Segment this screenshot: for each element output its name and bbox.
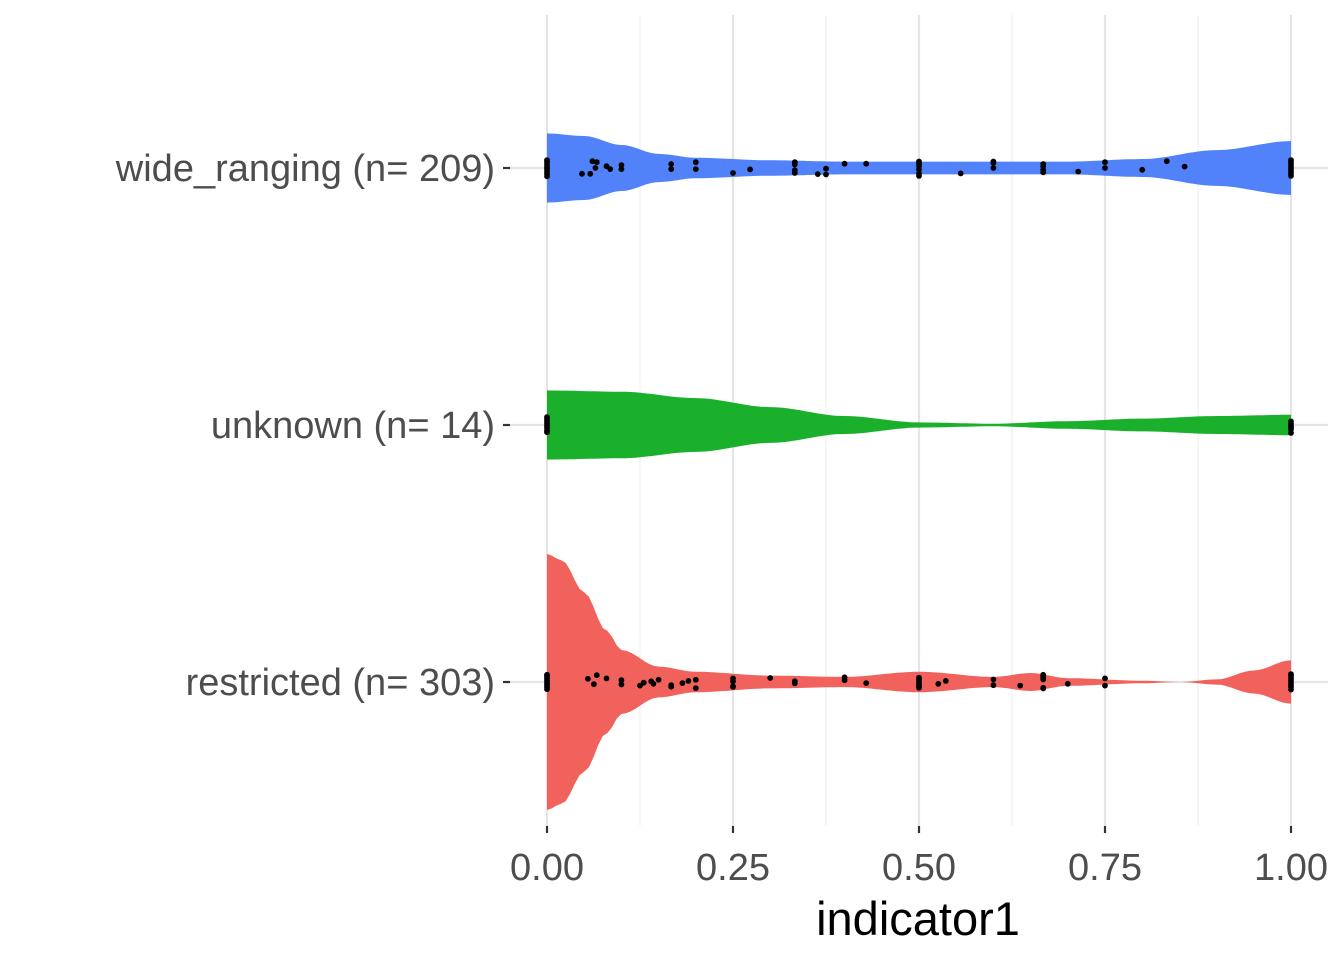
data-point <box>685 678 692 684</box>
data-point <box>618 166 625 173</box>
data-point <box>618 162 625 169</box>
data-point <box>655 676 662 683</box>
y-axis: wide_ranging (n= 209) unknown (n= 14) rest… <box>115 148 510 704</box>
data-point <box>1102 675 1108 682</box>
data-point <box>593 159 600 166</box>
data-point <box>668 682 675 689</box>
data-point <box>650 680 657 687</box>
data-point <box>618 677 625 684</box>
data-point <box>668 166 675 173</box>
data-point <box>692 676 699 683</box>
data-point <box>747 166 753 173</box>
data-point <box>730 683 736 690</box>
data-point <box>814 171 821 178</box>
data-point <box>544 671 550 678</box>
data-point <box>692 685 699 691</box>
y-tick-label: restricted (n= 303) <box>186 662 495 704</box>
data-point <box>607 166 614 173</box>
violin-1 <box>547 390 1291 460</box>
data-point <box>544 173 550 180</box>
data-point <box>791 159 798 166</box>
x-tick-label: 0.50 <box>882 847 956 889</box>
data-point <box>730 675 736 682</box>
x-tick-label: 0.00 <box>510 847 584 889</box>
data-point <box>591 681 597 688</box>
data-point <box>592 165 599 171</box>
data-point <box>679 680 686 686</box>
data-point <box>863 160 870 167</box>
data-point <box>1288 671 1294 677</box>
data-point <box>1102 165 1108 171</box>
data-point <box>1102 159 1108 166</box>
data-point <box>957 170 964 177</box>
data-point <box>935 680 942 687</box>
data-point <box>823 171 829 178</box>
data-point <box>1139 166 1146 173</box>
data-point <box>1064 680 1071 687</box>
data-point <box>692 159 699 166</box>
data-point <box>1288 157 1294 164</box>
data-point <box>1040 671 1047 678</box>
data-point <box>593 672 600 679</box>
data-point <box>942 678 949 684</box>
data-point <box>990 158 997 165</box>
data-point <box>585 675 591 682</box>
data-point <box>791 678 798 685</box>
data-point <box>1163 158 1170 165</box>
data-point <box>916 158 922 165</box>
y-tick-label: unknown (n= 14) <box>211 405 495 447</box>
x-axis-title: indicator1 <box>816 892 1020 945</box>
x-tick-label: 1.00 <box>1254 847 1328 889</box>
data-point <box>1040 161 1047 167</box>
data-point <box>791 167 798 174</box>
data-point <box>730 170 736 176</box>
data-point <box>1040 684 1047 691</box>
data-point <box>841 160 848 167</box>
data-point <box>544 414 550 420</box>
data-point <box>1288 424 1294 431</box>
x-tick-label: 0.25 <box>696 847 770 889</box>
data-point <box>640 679 647 686</box>
data-point <box>618 681 625 688</box>
x-tick-label: 0.75 <box>1068 847 1142 889</box>
data-point <box>544 157 550 164</box>
data-point <box>668 161 675 167</box>
data-point <box>603 675 610 682</box>
x-axis: 0.00 0.25 0.50 0.75 1.00 <box>510 826 1328 889</box>
data-point <box>990 676 997 683</box>
jitter-points <box>544 157 1294 693</box>
data-point <box>916 674 922 681</box>
data-point <box>1181 163 1188 170</box>
data-point <box>1102 682 1108 689</box>
data-point <box>841 674 848 681</box>
data-point <box>1017 682 1024 689</box>
data-point <box>587 170 594 177</box>
data-point <box>1288 418 1294 425</box>
data-point <box>692 166 699 173</box>
y-tick-label: wide_ranging (n= 209) <box>115 148 495 190</box>
data-point <box>823 165 829 172</box>
data-point <box>1075 168 1082 175</box>
data-point <box>589 158 596 165</box>
data-point <box>916 170 922 177</box>
data-point <box>863 680 870 686</box>
data-point <box>990 682 997 689</box>
data-point <box>579 170 585 177</box>
data-point <box>767 675 774 681</box>
data-point <box>990 165 997 171</box>
